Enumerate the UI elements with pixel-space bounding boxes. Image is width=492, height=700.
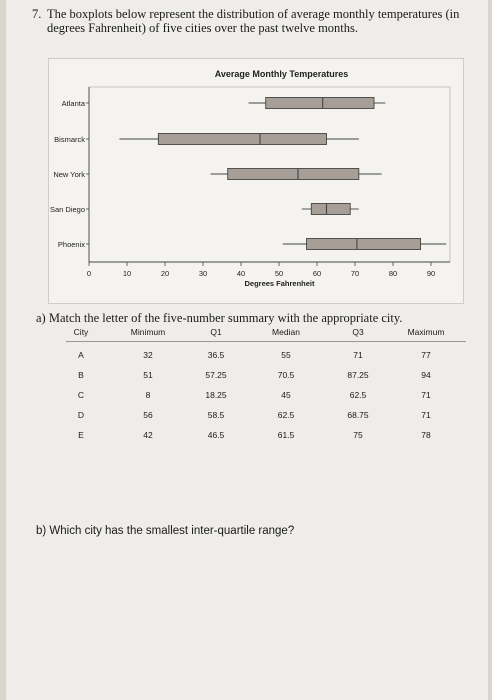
row-minimum: 56 [143,410,153,420]
x-axis-label: Degrees Fahrenheit [244,279,315,288]
row-median: 61.5 [277,430,295,440]
header-maximum: Maximum [407,327,445,337]
box-phoenix [306,238,421,250]
x-tick-label: 50 [275,269,283,278]
row-maximum: 78 [421,430,431,440]
box-atlanta [265,97,375,109]
header-city: City [73,327,89,337]
table-row: C 8 18.25 45 62.5 71 [66,382,466,402]
table-row: B 51 57.25 70.5 87.25 94 [66,362,466,382]
city-label-atlanta: Atlanta [62,99,86,108]
x-tick-label: 70 [351,269,359,278]
x-tick-label: 10 [123,269,131,278]
box-san-diego [310,203,351,215]
row-q1: 46.5 [207,430,225,440]
box-new-york [227,168,360,180]
boxplot-svg: Average Monthly Temperatures 0 10 20 30 40 50 6… [50,69,451,288]
row-maximum: 77 [421,350,431,360]
box-bismarck [157,133,327,145]
row-letter: E [78,430,84,440]
row-median: 55 [281,350,291,360]
row-letter: C [77,390,85,400]
row-q1: 58.5 [207,410,225,420]
question-number: 7. [32,7,42,21]
row-q1: 18.25 [205,390,227,400]
worksheet-page: 7. The boxplots below represent the dist… [6,0,488,700]
row-q3: 75 [353,430,363,440]
row-minimum: 42 [143,430,153,440]
part-a-prompt: a) Match the letter of the five-number s… [36,311,403,325]
city-label-phoenix: Phoenix [58,240,85,249]
row-maximum: 71 [421,390,431,400]
row-median: 45 [281,390,291,400]
chart-title: Average Monthly Temperatures [215,69,349,79]
x-tick-label: 80 [389,269,397,278]
row-q3: 62.5 [349,390,367,400]
question-text: The boxplots below represent the distrib… [47,7,460,35]
row-letter: A [78,350,84,360]
row-minimum: 8 [145,390,151,400]
x-tick-label: 20 [161,269,169,278]
row-median: 70.5 [277,370,295,380]
x-tick-label: 0 [87,269,91,278]
header-q3: Q3 [352,327,364,337]
five-number-summary-table: City Minimum Q1 Median Q3 Maximum A 32 3… [66,327,466,442]
row-letter: D [77,410,85,420]
row-q1: 57.25 [205,370,227,380]
x-tick-label: 60 [313,269,321,278]
header-median: Median [272,327,300,337]
table-row: D 56 58.5 62.5 68.75 71 [66,402,466,422]
row-minimum: 51 [143,370,153,380]
row-q3: 71 [353,350,363,360]
table-row: A 32 36.5 55 71 77 [66,342,466,362]
part-b-prompt: b) Which city has the smallest inter-qua… [36,525,295,537]
row-maximum: 71 [421,410,431,420]
row-letter: B [78,370,84,380]
x-tick-label: 90 [427,269,435,278]
x-tick-label: 30 [199,269,207,278]
header-minimum: Minimum [130,327,166,337]
city-label-new-york: New York [53,170,85,179]
row-maximum: 94 [421,370,431,380]
row-q3: 87.25 [347,370,369,380]
city-label-bismarck: Bismarck [54,135,85,144]
row-q3: 68.75 [347,410,369,420]
row-minimum: 32 [143,350,153,360]
table-header-row: City Minimum Q1 Median Q3 Maximum [66,327,466,342]
row-q1: 36.5 [207,350,225,360]
x-tick-label: 40 [237,269,245,278]
table-row: E 42 46.5 61.5 75 78 [66,422,466,442]
header-q1: Q1 [210,327,222,337]
row-median: 62.5 [277,410,295,420]
boxplot-chart: Average Monthly Temperatures 0 10 20 30 40 50 6… [48,58,464,304]
city-label-san-diego: San Diego [50,205,85,214]
